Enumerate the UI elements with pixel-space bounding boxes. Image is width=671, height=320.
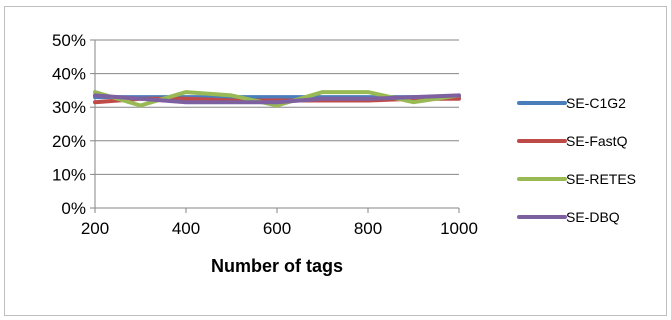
- axes: [94, 40, 459, 209]
- legend-label: SE-DBQ: [566, 209, 620, 225]
- series-line-se-dbq: [93, 93, 461, 105]
- legend-item: SE-C1G2: [517, 95, 626, 111]
- line-chart: 0% 10% 20% 30% 40% 50% 200 400 600 800 1000 Numbe…: [52, 31, 636, 276]
- chart-frame: 0% 10% 20% 30% 40% 50% 200 400 600 800 1000 Numbe…: [4, 6, 667, 316]
- y-tick-label: 50%: [52, 31, 86, 50]
- legend-label: SE-C1G2: [566, 95, 626, 111]
- legend-label: SE-FastQ: [566, 133, 628, 149]
- x-tick-label: 600: [263, 219, 291, 238]
- y-tick-label: 30%: [52, 98, 86, 117]
- legend-item: SE-FastQ: [517, 133, 628, 149]
- x-tick-label: 1000: [440, 219, 478, 238]
- x-tick-label: 400: [172, 219, 200, 238]
- legend-item: SE-RETES: [517, 171, 636, 187]
- legend-item: SE-DBQ: [517, 209, 620, 225]
- y-tick-label: 10%: [52, 165, 86, 184]
- x-tick-labels: 200 400 600 800 1000: [81, 208, 478, 238]
- series-lines: [93, 90, 461, 108]
- x-tick-label: 200: [81, 219, 109, 238]
- y-tick-label: 0%: [61, 199, 86, 218]
- y-tick-label: 40%: [52, 65, 86, 84]
- legend: SE-C1G2 SE-FastQ SE-RETES SE-DBQ: [517, 95, 636, 225]
- x-axis-title: Number of tags: [211, 256, 343, 276]
- grid-lines: [90, 39, 459, 209]
- legend-label: SE-RETES: [566, 171, 636, 187]
- x-tick-label: 800: [354, 219, 382, 238]
- y-tick-label: 20%: [52, 132, 86, 151]
- y-tick-labels: 0% 10% 20% 30% 40% 50%: [52, 31, 86, 218]
